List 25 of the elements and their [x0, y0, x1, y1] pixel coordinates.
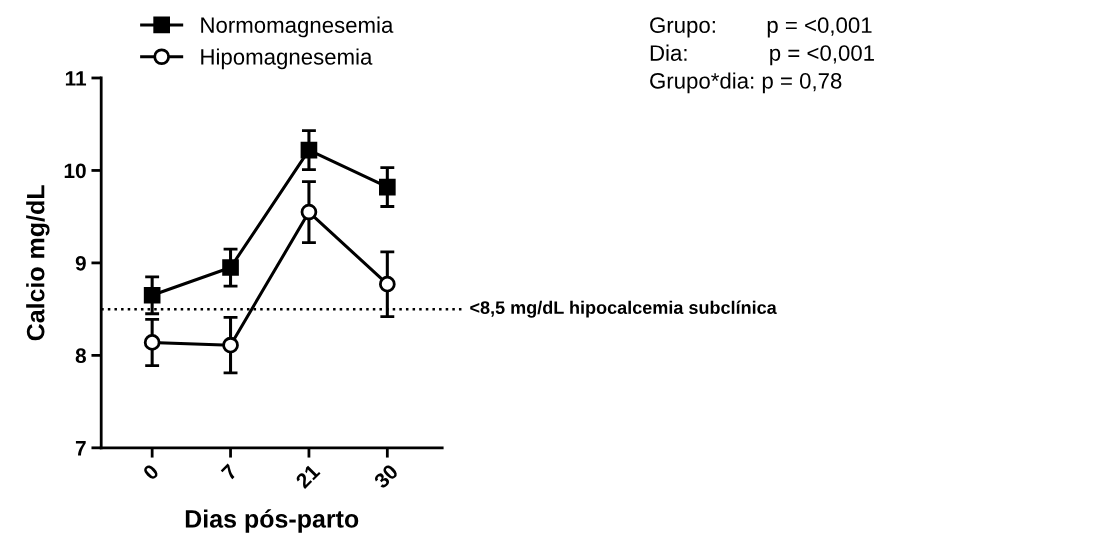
y-axis-title: Calcio mg/dL [26, 185, 50, 341]
point [143, 286, 161, 304]
y-tick-label: 11 [65, 71, 87, 86]
text: Grupo*dia: p = 0,78 [650, 72, 842, 94]
x-tick-label: 30 [373, 463, 399, 490]
y-tick-label: 10 [64, 163, 86, 179]
point [378, 178, 396, 196]
point [300, 203, 318, 221]
text: Grupo: p = <0,001 [650, 17, 872, 38]
y-tick-label: 9 [75, 255, 86, 271]
legend-label: Hipomagnesemia [201, 48, 373, 70]
x-tick-label: 21 [294, 463, 321, 489]
legend-label: Normomagnesemia [201, 16, 394, 38]
x-tick-label: 7 [220, 463, 238, 481]
x-tick-label: 0 [142, 463, 160, 481]
text: Dia: p = <0,001 [650, 44, 874, 66]
y-tick-label: 8 [75, 348, 86, 364]
x-axis-title: Dias pós-parto [185, 509, 359, 533]
point [300, 141, 318, 159]
point [222, 259, 239, 276]
point [222, 336, 239, 354]
ref-line-label: <8,5 mg/dL hipocalcemia subclínica [470, 300, 777, 318]
point [378, 275, 396, 293]
point [143, 334, 161, 351]
y-tick-label: 7 [75, 441, 86, 456]
